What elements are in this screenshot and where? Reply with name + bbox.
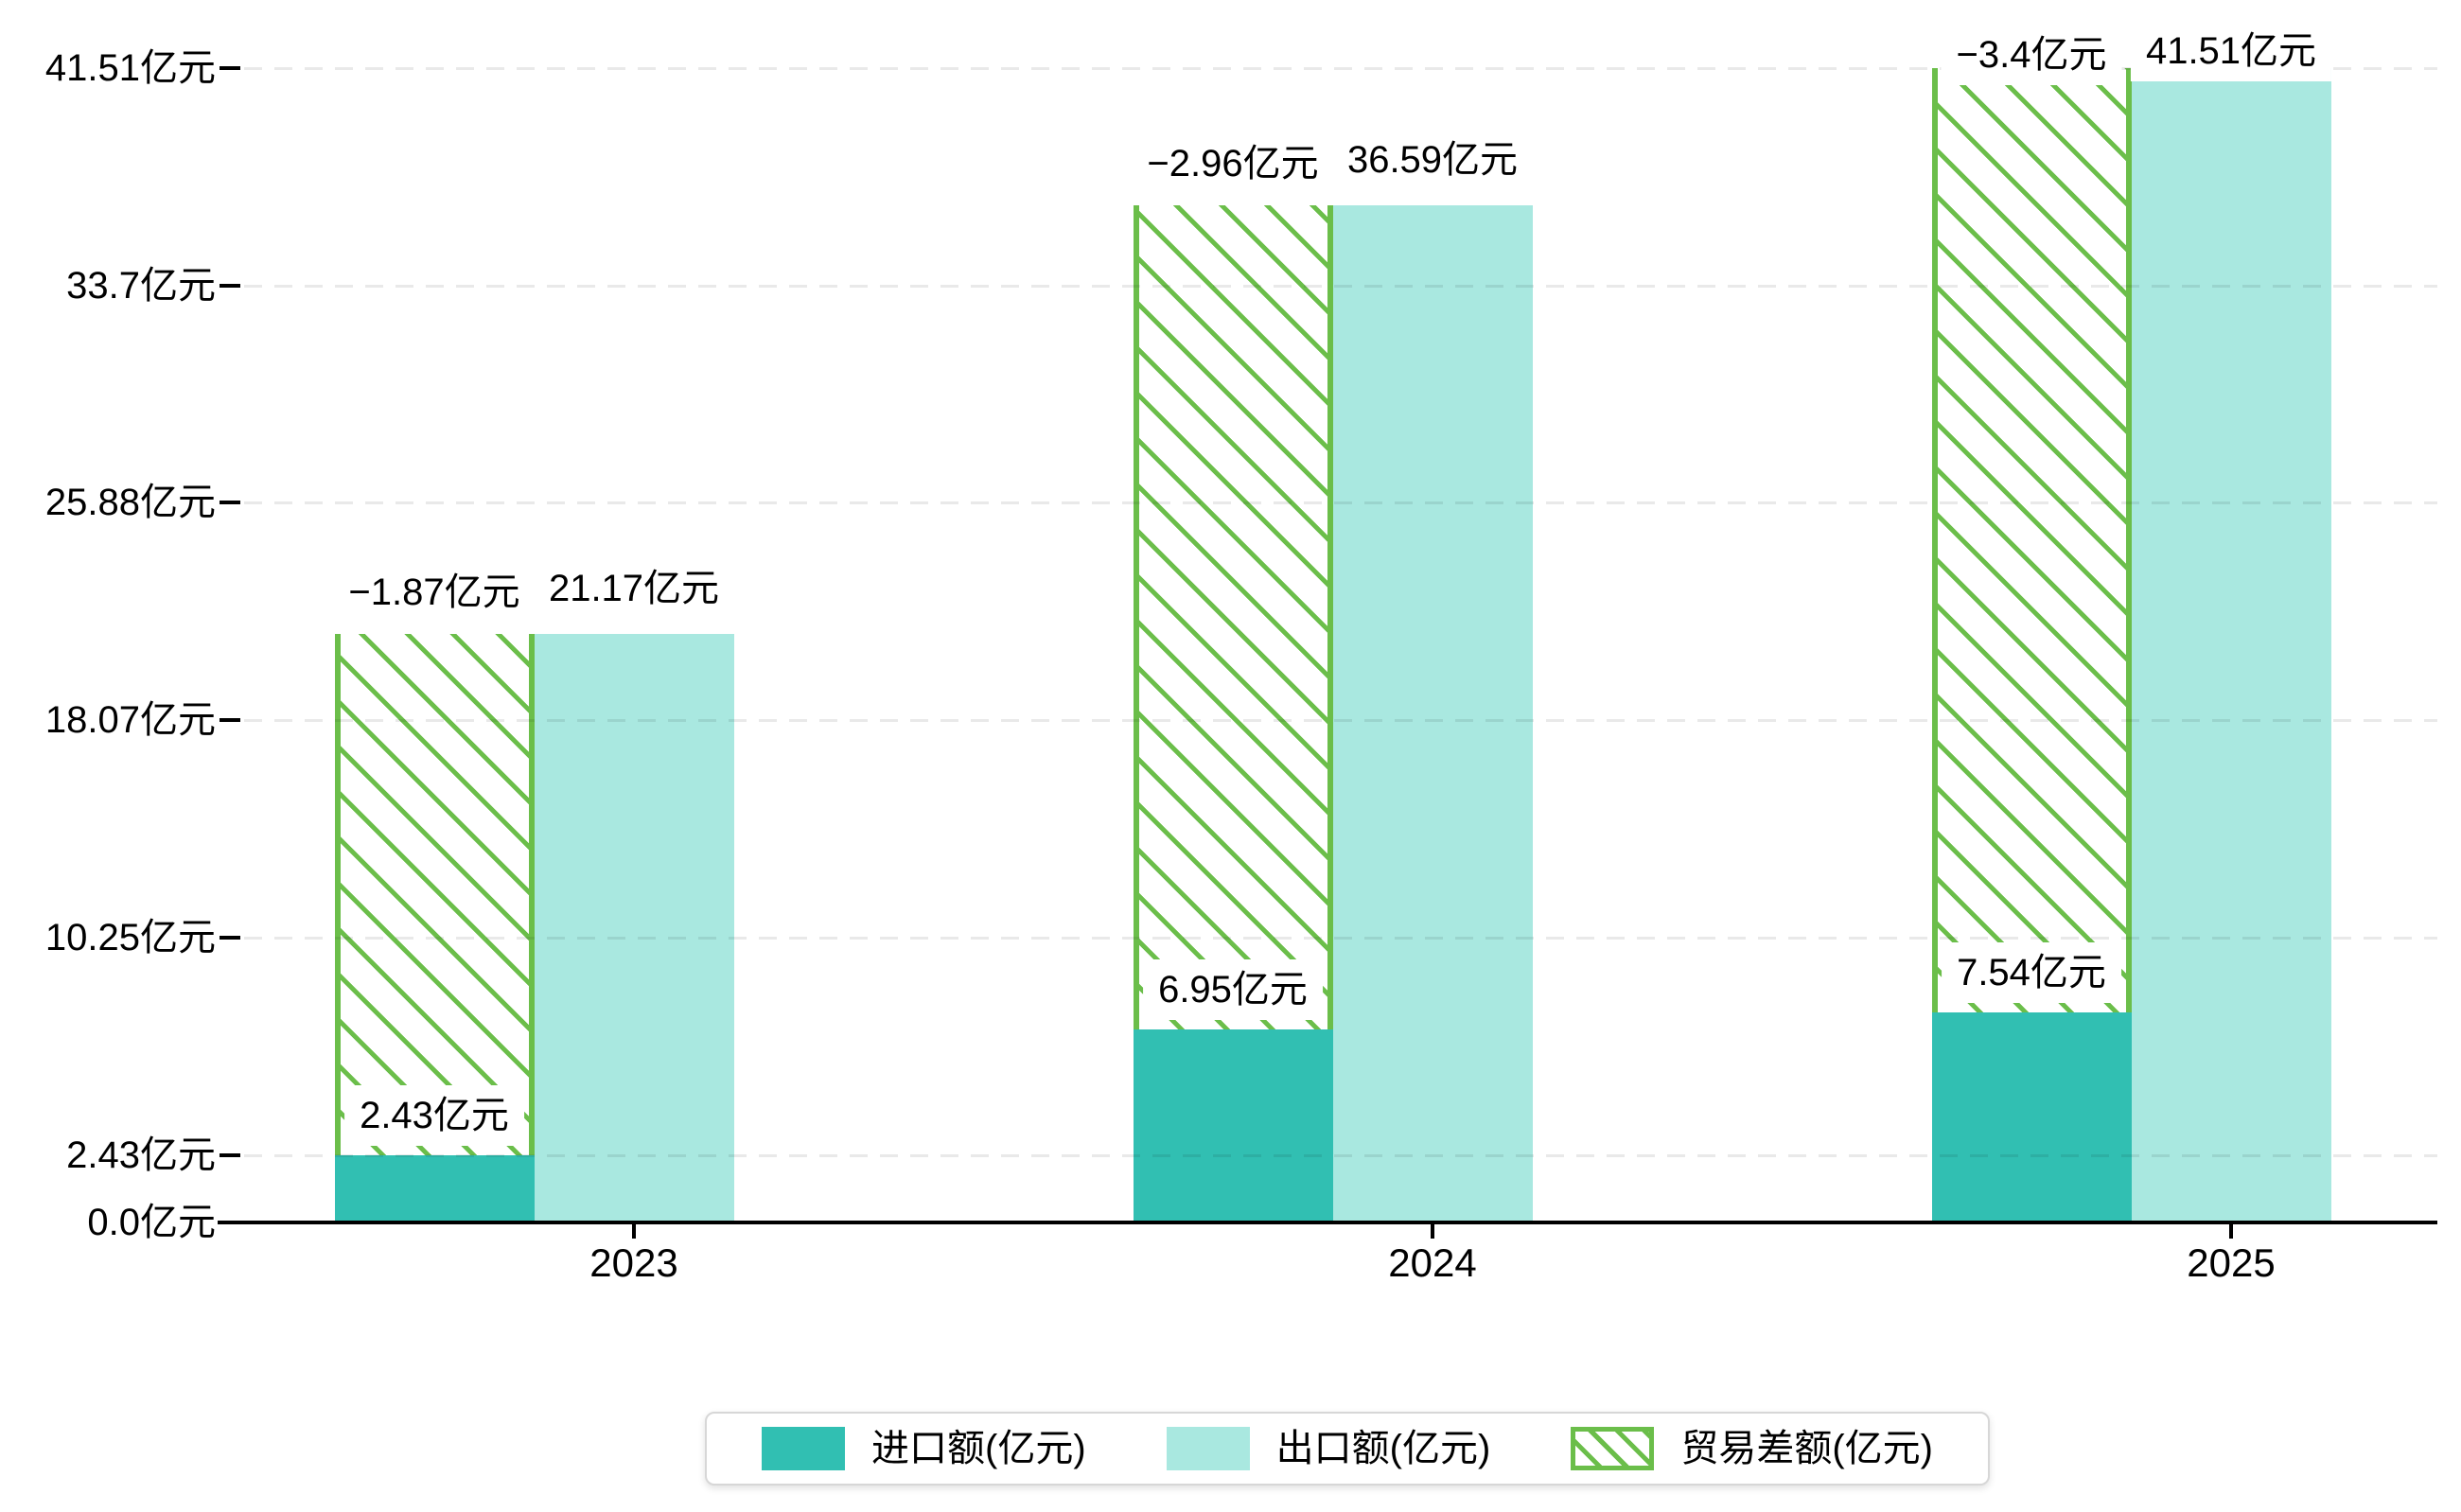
label-trade-balance-2024: −2.96亿元 bbox=[1132, 132, 1334, 194]
gridline bbox=[244, 718, 2437, 722]
y-tick-label: 18.07亿元 bbox=[44, 698, 216, 741]
y-tick-mark bbox=[220, 717, 240, 722]
label-import-2023: 2.43亿元 bbox=[344, 1084, 524, 1146]
bar-import-2024 bbox=[1133, 1029, 1333, 1222]
legend-label-import: 进口额(亿元) bbox=[871, 1428, 1086, 1469]
y-tick-label: 41.51亿元 bbox=[44, 47, 216, 90]
label-export-2025: 41.51亿元 bbox=[2130, 21, 2332, 81]
y-tick-label: 0.0亿元 bbox=[87, 1202, 216, 1243]
legend-label-trade-balance: 贸易差额(亿元) bbox=[1680, 1428, 1933, 1469]
legend-swatch-trade-balance-hatch-icon bbox=[1571, 1427, 1655, 1470]
y-tick-label: 10.25亿元 bbox=[44, 916, 216, 958]
bar-trade-balance-2024 bbox=[1133, 204, 1333, 1029]
bar-export-2023 bbox=[534, 633, 734, 1222]
gridline bbox=[244, 936, 2437, 940]
gridline bbox=[244, 284, 2437, 288]
legend: 进口额(亿元) 出口额(亿元) 贸易差额(亿元) bbox=[705, 1412, 1990, 1486]
y-tick-label: 2.43亿元 bbox=[66, 1134, 216, 1176]
gridline bbox=[244, 67, 2437, 71]
legend-label-export: 出口额(亿元) bbox=[1275, 1428, 1491, 1469]
legend-item-export: 出口额(亿元) bbox=[1166, 1427, 1491, 1470]
label-export-2023: 21.17亿元 bbox=[533, 557, 735, 619]
label-trade-balance-2023: −1.87亿元 bbox=[333, 561, 536, 623]
label-export-2024: 36.59亿元 bbox=[1331, 129, 1534, 190]
bar-export-2025 bbox=[2131, 68, 2331, 1222]
bar-import-2023 bbox=[334, 1154, 535, 1222]
legend-item-import: 进口额(亿元) bbox=[762, 1427, 1086, 1470]
y-tick-label: 33.7亿元 bbox=[66, 264, 216, 307]
x-tick-label-2024: 2024 bbox=[1388, 1240, 1477, 1285]
y-tick-label: 25.88亿元 bbox=[44, 482, 216, 524]
label-import-2025: 7.54亿元 bbox=[1942, 942, 2121, 1004]
gridline bbox=[244, 501, 2437, 505]
x-tick-mark-2024 bbox=[1431, 1224, 1434, 1239]
label-import-2024: 6.95亿元 bbox=[1143, 958, 1323, 1020]
y-tick-mark bbox=[220, 66, 240, 71]
gridline bbox=[244, 1153, 2437, 1157]
legend-swatch-export bbox=[1166, 1427, 1250, 1470]
legend-item-trade-balance: 贸易差额(亿元) bbox=[1571, 1427, 1933, 1470]
bar-import-2025 bbox=[1931, 1012, 2132, 1222]
x-tick-mark-2023 bbox=[632, 1224, 636, 1239]
bar-trade-balance-2025 bbox=[1931, 68, 2132, 1013]
label-trade-balance-2025: −3.4亿元 bbox=[1941, 25, 2122, 85]
legend-swatch-import bbox=[762, 1427, 845, 1470]
y-tick-mark bbox=[220, 1152, 240, 1157]
bar-export-2024 bbox=[1332, 204, 1533, 1222]
x-axis-line bbox=[218, 1221, 2437, 1224]
x-tick-label-2023: 2023 bbox=[589, 1240, 678, 1285]
x-tick-mark-2025 bbox=[2229, 1224, 2233, 1239]
y-tick-mark bbox=[220, 501, 240, 505]
y-tick-mark bbox=[220, 935, 240, 940]
x-tick-label-2025: 2025 bbox=[2187, 1240, 2276, 1285]
bar-trade-balance-2023 bbox=[334, 633, 535, 1155]
y-tick-mark bbox=[220, 283, 240, 288]
